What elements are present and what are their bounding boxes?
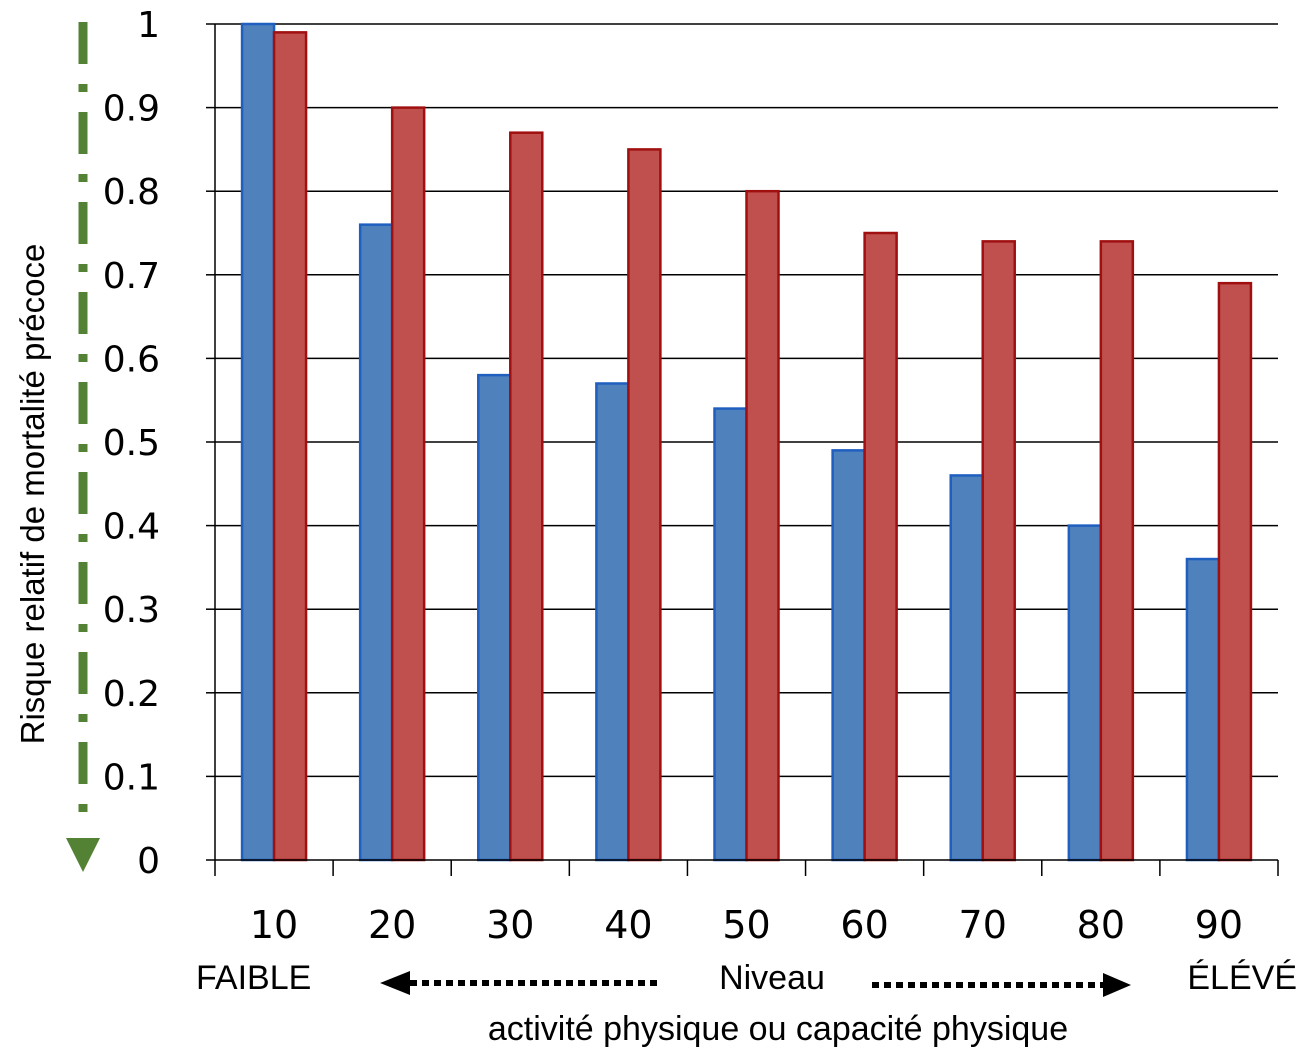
x-tick-label: 10	[250, 903, 298, 947]
x-tick-label: 90	[1195, 903, 1243, 947]
x-tick-label: 40	[604, 903, 652, 947]
bar-series-1-cat-70	[949, 474, 984, 862]
bar-series-1-cat-10	[240, 22, 276, 862]
x-tick-labels: 10 20 30 40 50 60 70 80 90	[250, 903, 1243, 947]
green-arrow-head	[66, 838, 100, 872]
y-tick-label: 0.1	[103, 757, 160, 798]
y-tick-label: 0.3	[103, 590, 160, 631]
level-label: Niveau	[719, 959, 825, 997]
y-tick-label: 0.8	[103, 172, 160, 213]
y-tick-label: 0.9	[103, 89, 160, 130]
bar-series-2-cat-20	[390, 106, 426, 862]
y-tick-label: 0.6	[103, 339, 160, 380]
bar-series-1-cat-60	[831, 449, 866, 862]
bar-series-1-cat-30	[477, 373, 512, 862]
bar-series-2-cat-70	[981, 240, 1016, 862]
bar-series-1-cat-80	[1067, 524, 1103, 862]
y-tick-labels: 0 0.1 0.2 0.3 0.4 0.5 0.6 0.7 0.8 0.9 1	[103, 5, 160, 882]
decrease-arrow-icon	[66, 22, 100, 872]
bar-series-1-cat-50	[713, 407, 748, 862]
bar-series-2-cat-90	[1217, 281, 1253, 862]
y-tick-label: 0.2	[103, 674, 160, 715]
axes	[214, 24, 1278, 861]
bar-series-2-cat-80	[1099, 240, 1135, 862]
bar-series-2-cat-40	[627, 148, 662, 862]
x-tick-label: 50	[722, 903, 770, 947]
y-axis-label: Risque relatif de mortalité précoce	[14, 244, 51, 745]
y-tick-label: 0.5	[103, 423, 160, 464]
bar-series-2-cat-10	[272, 31, 308, 862]
bar-series-1-cat-90	[1185, 557, 1221, 862]
y-tick-label: 0	[137, 841, 160, 882]
y-tick-label: 0.7	[103, 256, 160, 297]
bar-series-1-cat-20	[358, 223, 394, 862]
x-tick-label: 80	[1077, 903, 1125, 947]
low-level-label: FAIBLE	[196, 959, 311, 997]
x-tick-label: 20	[368, 903, 416, 947]
x-axis-label: activité physique ou capacité physique	[488, 1010, 1068, 1048]
right-dotted-arrow-icon	[872, 973, 1131, 997]
x-tick-label: 60	[840, 903, 888, 947]
x-tick-label: 30	[486, 903, 534, 947]
bar-series-2-cat-50	[745, 189, 780, 862]
high-level-label: ÉLÉVÉ	[1187, 959, 1297, 997]
y-tick-label: 1	[137, 5, 160, 46]
bar-series-1-cat-40	[595, 382, 630, 862]
left-dotted-arrow-icon	[380, 971, 660, 995]
x-tick-label: 70	[959, 903, 1007, 947]
bar-series-2-cat-30	[509, 131, 544, 862]
y-tick-label: 0.4	[103, 507, 160, 548]
bars	[240, 22, 1253, 862]
bar-series-2-cat-60	[863, 231, 898, 862]
